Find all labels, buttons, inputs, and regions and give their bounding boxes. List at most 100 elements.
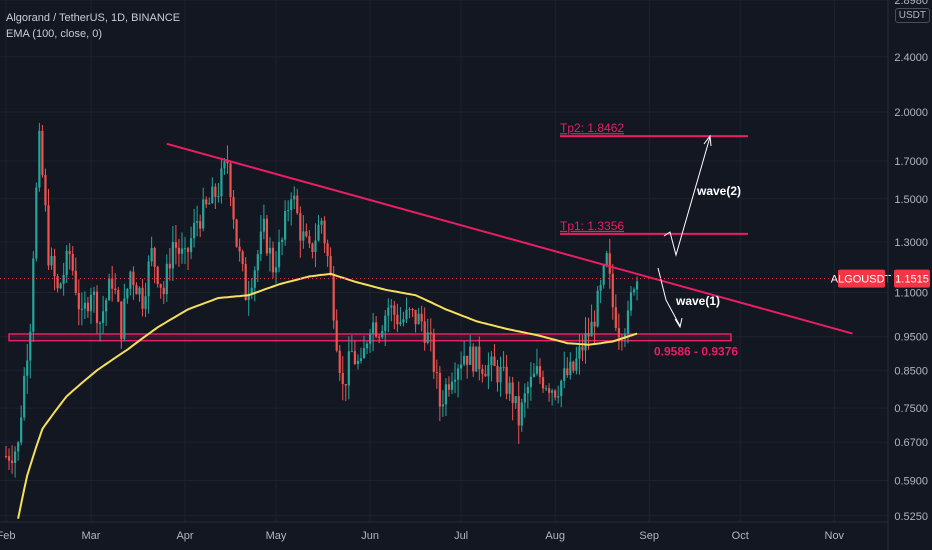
candle-body xyxy=(426,332,429,343)
candle-body xyxy=(83,302,86,309)
candle-body xyxy=(214,186,217,197)
candle-body xyxy=(98,322,102,324)
y-tick-label: 1.7000 xyxy=(894,156,928,168)
candle-body xyxy=(541,377,545,389)
candle-body xyxy=(356,360,360,364)
candle-body xyxy=(189,238,193,252)
candle-body xyxy=(493,356,496,366)
candle-body xyxy=(59,283,62,289)
candle-body xyxy=(50,255,53,266)
candle-body xyxy=(193,222,196,239)
candle-body xyxy=(444,384,448,405)
candle-body xyxy=(596,290,599,327)
candle-body xyxy=(89,294,93,312)
candle-body xyxy=(132,271,135,286)
candle-body xyxy=(259,231,262,255)
candle-body xyxy=(626,310,630,334)
candle-body xyxy=(326,243,329,257)
candle-body xyxy=(247,293,250,301)
candle-body xyxy=(250,287,253,294)
candle-body xyxy=(162,287,165,295)
price-axis[interactable]: 2.8980 2.4000 2.0000 1.7000 1.5000 1.3000 1.10… xyxy=(831,0,932,550)
candle-body xyxy=(365,343,369,349)
candle-body xyxy=(390,305,393,308)
candle-body xyxy=(441,404,444,407)
candle-body xyxy=(429,332,432,335)
candle-body xyxy=(514,396,517,404)
candle-body xyxy=(438,372,441,407)
candle-body xyxy=(554,390,557,398)
candle-body xyxy=(502,366,505,368)
currency-badge[interactable]: USDT xyxy=(894,8,930,23)
candle-body xyxy=(535,366,539,374)
candle-body xyxy=(381,330,384,338)
candle-body xyxy=(608,253,611,274)
candle-body xyxy=(456,368,460,380)
x-tick-label: Jun xyxy=(361,530,379,542)
symbol-title[interactable]: Algorand / TetherUS, 1D, BINANCE xyxy=(6,12,181,24)
candle-body xyxy=(277,242,281,268)
candle-body xyxy=(120,301,123,339)
candle-body xyxy=(341,372,344,385)
y-tick-label: 0.9500 xyxy=(894,332,928,344)
candle-body xyxy=(411,309,414,311)
candle-body xyxy=(508,382,511,394)
candle-body xyxy=(10,460,14,463)
y-tick-label: 0.8500 xyxy=(894,365,928,377)
candle-body xyxy=(111,278,114,289)
candle-body xyxy=(138,287,141,295)
candle-body xyxy=(308,236,311,244)
candle-body xyxy=(599,284,602,291)
candle-body xyxy=(290,199,293,211)
candle-body xyxy=(159,284,162,288)
grid-lines xyxy=(0,0,888,522)
y-tick-label: 2.8980 xyxy=(894,0,928,7)
candle-body xyxy=(602,265,605,285)
candle-body xyxy=(372,322,375,334)
y-tick-label: 1.1000 xyxy=(894,287,928,299)
y-tick-label: 0.5900 xyxy=(894,476,928,488)
candle-body xyxy=(235,219,238,247)
candle-body xyxy=(284,210,287,240)
candle-body xyxy=(399,322,402,325)
candle-body xyxy=(566,368,569,376)
candle-body xyxy=(217,196,220,198)
trendline xyxy=(166,142,853,335)
candle-body xyxy=(547,388,551,393)
candle-body xyxy=(505,366,508,394)
candle-body xyxy=(35,187,38,259)
indicator-label[interactable]: EMA (100, close, 0) xyxy=(6,28,102,40)
candle-body xyxy=(302,231,305,241)
candle-body xyxy=(29,331,32,361)
candle-body xyxy=(460,364,463,369)
candle-body xyxy=(402,319,405,323)
candle-body xyxy=(314,240,317,252)
candle-body xyxy=(590,321,593,337)
candle-body xyxy=(311,243,314,252)
ema-line xyxy=(17,272,638,519)
candle-body xyxy=(629,292,633,311)
candle-body xyxy=(114,288,117,290)
candle-body xyxy=(329,256,332,275)
candle-body xyxy=(362,348,366,359)
wave2-arrowhead xyxy=(703,134,712,147)
candle-body xyxy=(469,346,472,365)
candle-body xyxy=(211,186,214,204)
candle-body xyxy=(414,309,417,325)
candle-body xyxy=(65,250,68,275)
candle-body xyxy=(378,336,381,338)
candle-body xyxy=(129,271,132,289)
candle-body xyxy=(511,382,514,404)
candle-body xyxy=(86,302,90,312)
x-tick-label: Feb xyxy=(0,530,15,542)
candle-body xyxy=(353,351,357,364)
annotation-overlay: Tp2: 1.8462 Tp1: 1.3356 0.9586 - 0.9376 wav… xyxy=(0,121,888,359)
candle-body xyxy=(487,365,490,377)
candle-body xyxy=(226,161,229,164)
candle-body xyxy=(432,334,435,372)
candle-body xyxy=(26,360,29,376)
candle-body xyxy=(572,361,575,371)
candle-body xyxy=(417,313,420,325)
